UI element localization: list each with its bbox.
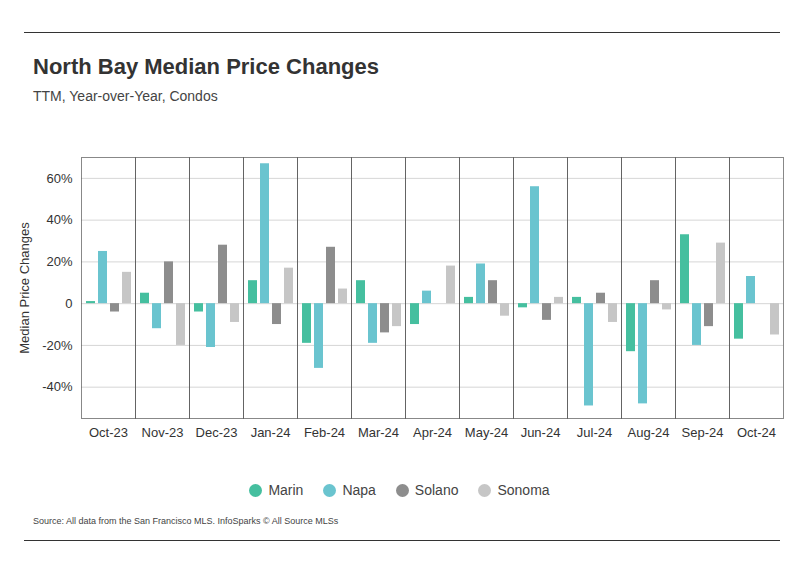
svg-text:Sep-24: Sep-24 [682, 425, 724, 440]
svg-text:Mar-24: Mar-24 [358, 425, 399, 440]
svg-text:Jul-24: Jul-24 [577, 425, 612, 440]
svg-text:40%: 40% [46, 212, 72, 227]
svg-text:0: 0 [65, 296, 72, 311]
svg-text:May-24: May-24 [465, 425, 508, 440]
svg-text:20%: 20% [46, 254, 72, 269]
html-text:Sonoma: Sonoma [497, 482, 550, 498]
svg-text:Oct-23: Oct-23 [89, 425, 128, 440]
html-text:Solano: Solano [414, 482, 459, 498]
html-text:Marin: Marin [268, 482, 304, 498]
svg-text:Jan-24: Jan-24 [251, 425, 291, 440]
svg-text:Dec-23: Dec-23 [196, 425, 238, 440]
svg-text:Jun-24: Jun-24 [521, 425, 561, 440]
svg-text:Nov-23: Nov-23 [142, 425, 184, 440]
html-text:Napa: Napa [342, 482, 376, 498]
svg-text:-20%: -20% [42, 338, 73, 353]
svg-text:-40%: -40% [42, 379, 73, 394]
svg-text:Aug-24: Aug-24 [628, 425, 670, 440]
svg-text:Apr-24: Apr-24 [413, 425, 452, 440]
svg-text:Median Price Changes: Median Price Changes [17, 222, 32, 354]
html-text:Source: All data from the San: Source: All data from the San Francisco … [33, 516, 339, 526]
html-text:North Bay Median Price Changes: North Bay Median Price Changes [33, 54, 379, 79]
svg-text:Feb-24: Feb-24 [304, 425, 345, 440]
html-text:TTM, Year-over-Year, Condos: TTM, Year-over-Year, Condos [33, 88, 218, 104]
svg-text:Oct-24: Oct-24 [737, 425, 776, 440]
svg-text:60%: 60% [46, 171, 72, 186]
